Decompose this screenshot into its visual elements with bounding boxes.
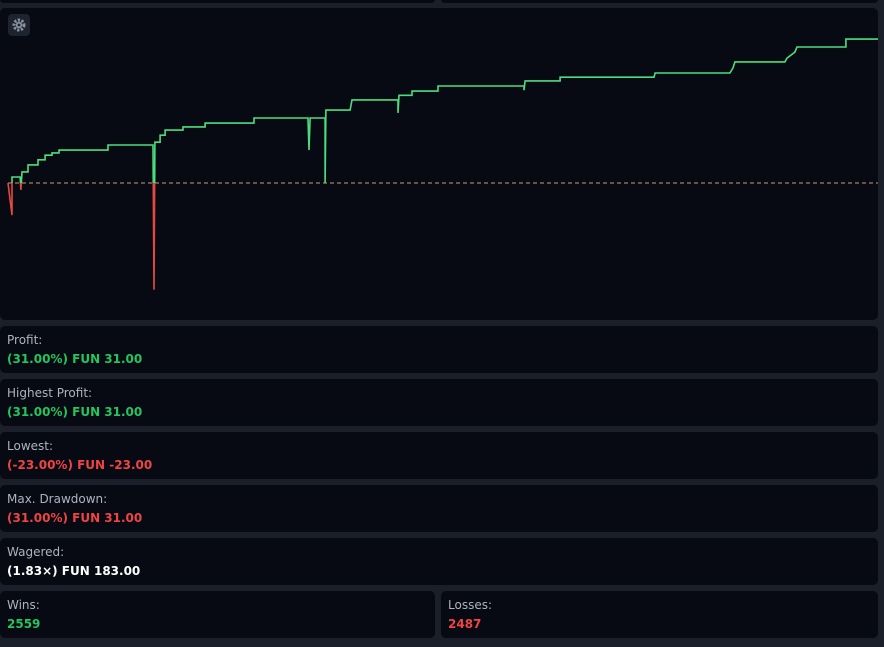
stat-label: Losses: xyxy=(448,598,492,612)
stat-label: Lowest: xyxy=(7,439,54,453)
stat-value: (31.00%) FUN 31.00 xyxy=(7,405,143,419)
stat-label: Highest Profit: xyxy=(7,386,93,400)
top-panel xyxy=(441,0,878,3)
chart-panel xyxy=(0,8,878,320)
stat-card: Wagered: (1.83×) FUN 183.00 xyxy=(0,538,878,585)
stat-label: Wagered: xyxy=(7,545,65,559)
gear-icon xyxy=(12,18,26,32)
stat-card: Profit: (31.00%) FUN 31.00 xyxy=(0,326,878,373)
stat-value: 2559 xyxy=(7,617,41,631)
stat-card: Wins: 2559 xyxy=(0,591,435,638)
stat-value: (31.00%) FUN 31.00 xyxy=(7,352,143,366)
stat-value: 2487 xyxy=(448,617,482,631)
stat-label: Wins: xyxy=(7,598,40,612)
chart xyxy=(7,38,878,290)
top-panel xyxy=(0,0,435,3)
stat-value: (1.83×) FUN 183.00 xyxy=(7,564,141,578)
stat-value: (-23.00%) FUN -23.00 xyxy=(7,458,153,472)
stat-card: Highest Profit: (31.00%) FUN 31.00 xyxy=(0,379,878,426)
stat-card: Max. Drawdown: (31.00%) FUN 31.00 xyxy=(0,485,878,532)
stat-card: Losses: 2487 xyxy=(441,591,878,638)
stat-value: (31.00%) FUN 31.00 xyxy=(7,511,143,525)
stat-card: Lowest: (-23.00%) FUN -23.00 xyxy=(0,432,878,479)
stat-label: Max. Drawdown: xyxy=(7,492,108,506)
profit-line xyxy=(7,38,878,290)
stat-label: Profit: xyxy=(7,333,43,347)
settings-button[interactable] xyxy=(8,14,30,36)
